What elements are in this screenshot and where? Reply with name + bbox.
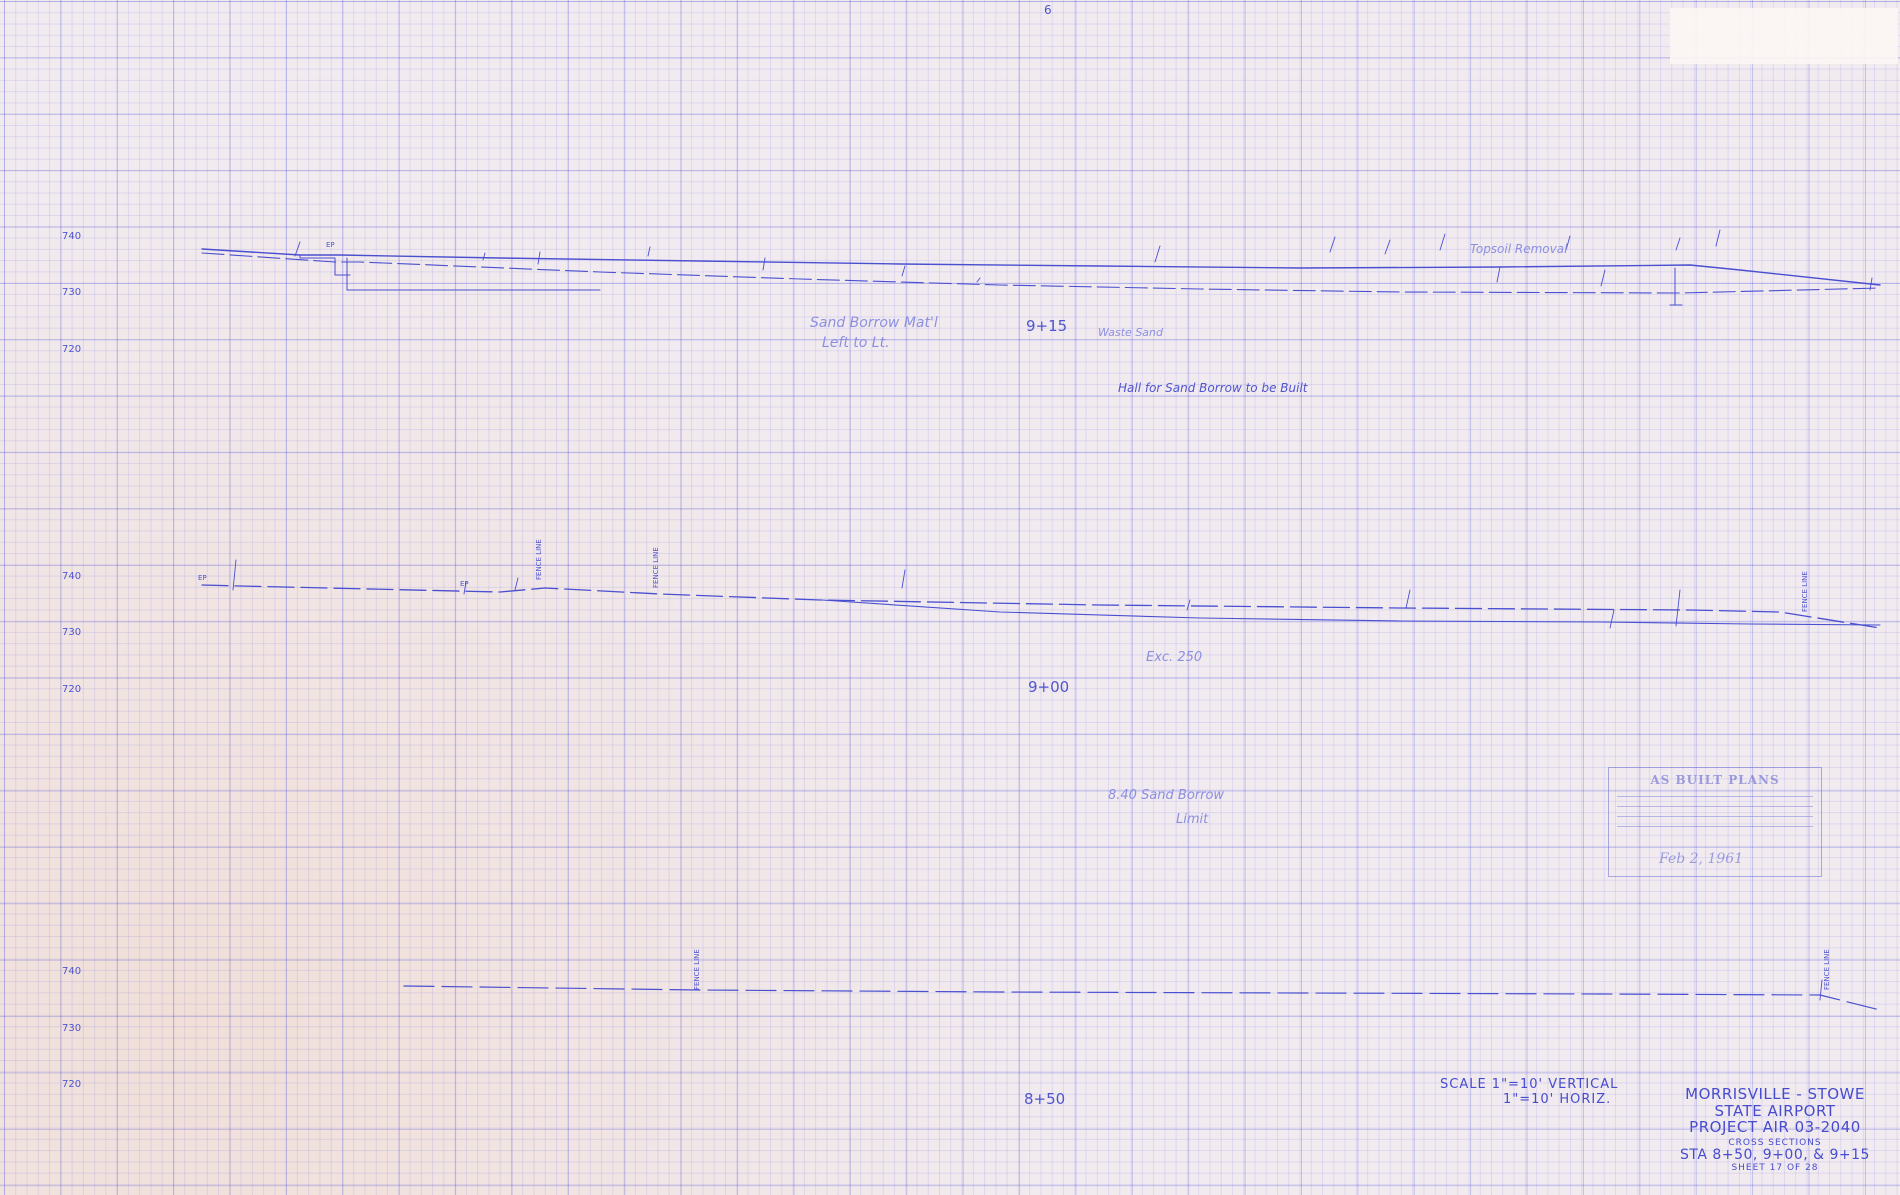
- scale-vertical: SCALE 1"=10' VERTICAL: [1440, 1077, 1619, 1092]
- ground-line-850: [403, 985, 1881, 1011]
- elev-label-740: 740: [62, 231, 81, 242]
- ditch-915-left: [299, 254, 601, 291]
- stamp-line: [1617, 816, 1813, 817]
- station-label-900: 9+00: [1028, 678, 1069, 696]
- stations-list: STA 8+50, 9+00, & 9+15: [1680, 1147, 1870, 1164]
- note-topsoil: Topsoil Removal: [1470, 242, 1568, 256]
- note-ep-915: EP: [326, 241, 335, 249]
- note-ep-900: EP: [198, 574, 207, 582]
- note-sand-borrow-850: 8.40 Sand Borrow: [1108, 788, 1224, 803]
- note-left-to-lt: Left to Lt.: [822, 335, 890, 351]
- ticks-900: [232, 559, 1681, 629]
- ground-line-900-existing: [201, 584, 1881, 629]
- note-ep-900: EP: [460, 580, 469, 588]
- note-limit: Limit: [1176, 812, 1209, 827]
- title-line-2: STATE AIRPORT: [1714, 1101, 1836, 1120]
- elev-label-720: 720: [62, 1079, 81, 1090]
- elev-label-720: 720: [62, 344, 81, 355]
- sheet-top-mark: 6: [1044, 3, 1052, 17]
- note-excavation: Exc. 250: [1146, 650, 1202, 665]
- elev-label-730: 730: [62, 627, 81, 638]
- section-915: 740 730 720 Sand Borrow Mat'l Left to Lt…: [62, 229, 1881, 395]
- note-waste-sand: Waste Sand: [1098, 326, 1164, 339]
- title-block: MORRISVILLE - STOWE STATE AIRPORT PROJEC…: [1660, 1086, 1890, 1174]
- fence-line-label: FENCE LINE: [535, 539, 543, 580]
- section-850: 740 730 720 FENCE LINE FENCE LINE 8.40 S…: [62, 788, 1881, 1108]
- stamp-line: [1617, 796, 1813, 797]
- note-sand-borrow: Sand Borrow Mat'l: [810, 315, 938, 331]
- stamp-date: Feb 2, 1961: [1659, 851, 1744, 867]
- ticks-850: [1819, 979, 1823, 1001]
- elev-label-740: 740: [62, 966, 81, 977]
- ground-line-915-proposed: [201, 252, 1881, 294]
- elev-label-730: 730: [62, 287, 81, 298]
- sheet-number: SHEET 17 OF 28: [1731, 1162, 1819, 1173]
- elev-label-740: 740: [62, 571, 81, 582]
- stamp-line: [1617, 826, 1813, 827]
- ditch-915-right: [1669, 267, 1683, 306]
- fence-line-label: FENCE LINE: [1801, 571, 1809, 612]
- scale-horizontal: 1"=10' HORIZ.: [1503, 1091, 1612, 1107]
- elev-label-730: 730: [62, 1023, 81, 1034]
- section-900: 740 730 720 FENCE LINE FENCE LINE FENCE …: [62, 539, 1881, 696]
- fence-line-label: FENCE LINE: [1823, 949, 1831, 990]
- ground-line-900-proposed: [821, 599, 1881, 626]
- note-hall-for-sand: Hall for Sand Borrow to be Built: [1118, 381, 1309, 395]
- station-label-850: 8+50: [1024, 1090, 1065, 1108]
- drawing-subject: CROSS SECTIONS: [1728, 1137, 1822, 1148]
- as-built-stamp: AS BUILT PLANS Feb 2, 1961: [1608, 767, 1822, 877]
- scale-note: SCALE 1"=10' VERTICAL 1"=10' HORIZ.: [1440, 1077, 1619, 1108]
- ground-line-915-existing: [201, 248, 1881, 286]
- elev-label-720: 720: [62, 684, 81, 695]
- ticks-915: [294, 229, 1873, 291]
- title-line-1: MORRISVILLE - STOWE: [1685, 1085, 1865, 1103]
- stamp-title: AS BUILT PLANS: [1650, 773, 1780, 787]
- project-number: PROJECT AIR 03-2040: [1689, 1118, 1861, 1136]
- fence-line-label: FENCE LINE: [693, 949, 701, 990]
- station-label-915: 9+15: [1026, 317, 1067, 335]
- corner-label-patch: [1670, 8, 1898, 64]
- fence-line-label: FENCE LINE: [652, 547, 660, 588]
- stamp-line: [1617, 806, 1813, 807]
